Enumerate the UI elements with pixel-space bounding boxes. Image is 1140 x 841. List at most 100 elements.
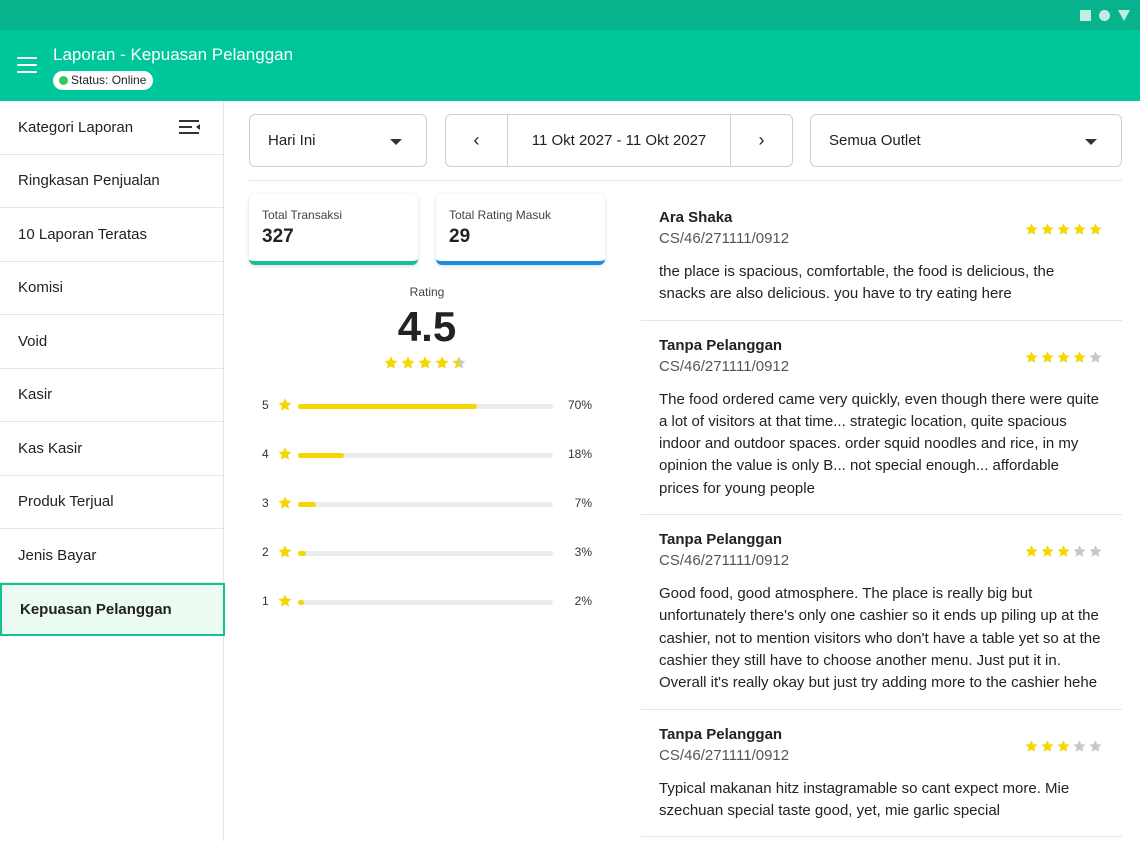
sidebar-item-label: Jenis Bayar (18, 546, 97, 564)
star-filled-icon (1024, 544, 1039, 559)
sidebar-item-kepuasan-pelanggan[interactable]: Kepuasan Pelanggan (0, 582, 225, 636)
distribution-percent: 18% (567, 447, 592, 461)
transaction-code: CS/46/271111/0912 (659, 230, 790, 247)
star-half-icon (451, 355, 467, 371)
distribution-bar-fill (298, 502, 316, 507)
star-filled-icon (1072, 222, 1087, 237)
date-range-value[interactable]: 11 Okt 2027 - 11 Okt 2027 (531, 132, 707, 149)
total-ratings-card: Total Rating Masuk 29 (436, 194, 605, 265)
star-filled-icon (1040, 222, 1055, 237)
outlet-value: Semua Outlet (829, 132, 921, 149)
rating-average: 4.5 (397, 303, 457, 350)
star-empty-icon (1088, 739, 1103, 754)
online-dot-icon (59, 76, 68, 85)
star-empty-icon (1088, 350, 1103, 365)
star-icon (277, 446, 293, 462)
sidebar-item-label: Ringkasan Penjualan (18, 172, 160, 190)
sidebar-item-void[interactable]: Void (0, 315, 223, 369)
star-filled-icon (1056, 544, 1071, 559)
sidebar-item-label: Produk Terjual (18, 493, 114, 511)
star-icon (277, 593, 293, 609)
distribution-percent: 3% (574, 545, 592, 559)
sidebar-item-jenis-bayar[interactable]: Jenis Bayar (0, 529, 223, 583)
sidebar-item-komisi[interactable]: Komisi (0, 262, 223, 315)
distribution-star-number: 2 (262, 545, 269, 559)
star-filled-icon (1024, 222, 1039, 237)
period-dropdown[interactable]: Hari Ini (249, 114, 427, 167)
sidebar-item-label: Kepuasan Pelanggan (20, 600, 172, 618)
card-value: 327 (262, 226, 294, 247)
next-date-button[interactable]: › (730, 115, 792, 166)
app-header: Laporan - Kepuasan Pelanggan Status: Onl… (0, 30, 1140, 101)
collapse-sidebar-icon[interactable] (179, 119, 201, 135)
sidebar-item-ringkasan-penjualan[interactable]: Ringkasan Penjualan (0, 155, 223, 208)
status-text: Status: Online (71, 73, 147, 87)
rating-distribution-row: 5 70% (262, 398, 597, 414)
sidebar-item-label: 10 Laporan Teratas (18, 225, 147, 243)
rating-distribution-row: 1 2% (262, 594, 597, 610)
sidebar-heading: Kategori Laporan (0, 101, 223, 155)
distribution-bar-fill (298, 404, 477, 409)
sidebar-heading-label: Kategori Laporan (18, 118, 134, 136)
status-badge: Status: Online (53, 71, 154, 90)
total-transactions-card: Total Transaksi 327 (249, 194, 418, 265)
period-value: Hari Ini (268, 132, 316, 149)
date-range-picker: ‹ 11 Okt 2027 - 11 Okt 2027 › (445, 114, 793, 167)
star-filled-icon (1024, 739, 1039, 754)
review-item: Tanpa Pelanggan CS/46/271111/0912 The food… (641, 321, 1122, 516)
distribution-percent: 2% (574, 594, 592, 608)
triangle-icon (1118, 10, 1130, 21)
sidebar-item-10-laporan-teratas[interactable]: 10 Laporan Teratas (0, 208, 223, 262)
distribution-star-number: 4 (262, 447, 269, 461)
page-title: Laporan - Kepuasan Pelanggan (53, 45, 294, 64)
distribution-star-number: 3 (262, 496, 269, 510)
star-filled-icon (383, 355, 399, 371)
star-filled-icon (434, 355, 450, 371)
distribution-bar-track (298, 600, 553, 605)
filter-divider (249, 180, 1122, 181)
outlet-dropdown[interactable]: Semua Outlet (810, 114, 1122, 167)
star-filled-icon (1040, 739, 1055, 754)
star-filled-icon (1056, 222, 1071, 237)
review-stars (1024, 544, 1103, 559)
star-empty-icon (1072, 739, 1087, 754)
review-list[interactable]: Ara Shaka CS/46/271111/0912 the place is s… (641, 193, 1122, 841)
sidebar-item-label: Void (18, 332, 48, 350)
transaction-code: CS/46/271111/0912 (659, 746, 790, 764)
caret-down-icon (390, 139, 402, 145)
star-icon (277, 544, 293, 560)
review-text: the place is spacious, comfortable, the … (659, 263, 1055, 303)
sidebar-item-kas-kasir[interactable]: Kas Kasir (0, 422, 223, 476)
reviewer-name: Tanpa Pelanggan (659, 531, 783, 549)
chevron-left-icon: ‹ (473, 130, 480, 150)
star-filled-icon (1072, 350, 1087, 365)
reviewer-name: Tanpa Pelanggan (659, 336, 783, 354)
distribution-star-number: 1 (262, 594, 269, 608)
star-empty-icon (1088, 544, 1103, 559)
transaction-code: CS/46/271111/0912 (659, 357, 790, 375)
card-value: 29 (449, 226, 471, 247)
average-rating-stars (383, 355, 467, 371)
reviewer-name: Tanpa Pelanggan (659, 725, 783, 743)
sidebar-item-produk-terjual[interactable]: Produk Terjual (0, 476, 223, 529)
distribution-bar-fill (298, 600, 305, 605)
sidebar-item-kasir[interactable]: Kasir (0, 369, 223, 422)
hamburger-menu-icon[interactable] (17, 57, 37, 73)
distribution-percent: 70% (567, 398, 592, 412)
system-icons (1080, 10, 1130, 21)
report-category-sidebar: Kategori Laporan Ringkasan Penjualan 10 … (0, 101, 225, 841)
rating-distribution-row: 2 3% (262, 545, 597, 561)
square-icon (1080, 10, 1091, 21)
star-icon (277, 397, 293, 413)
distribution-percent: 7% (574, 496, 592, 510)
review-item: Tanpa Pelanggan CS/46/271111/0912 Typical … (641, 710, 1122, 838)
review-text: The food ordered came very quickly, even… (659, 390, 1099, 497)
star-filled-icon (400, 355, 416, 371)
review-item: Tanpa Pelanggan CS/46/271111/0912 Good foo… (641, 515, 1122, 710)
circle-icon (1099, 10, 1110, 21)
system-status-bar (0, 0, 1140, 30)
caret-down-icon (1085, 139, 1097, 145)
sidebar-item-label: Kasir (18, 386, 53, 404)
previous-date-button[interactable]: ‹ (446, 115, 508, 166)
star-filled-icon (1088, 222, 1103, 237)
